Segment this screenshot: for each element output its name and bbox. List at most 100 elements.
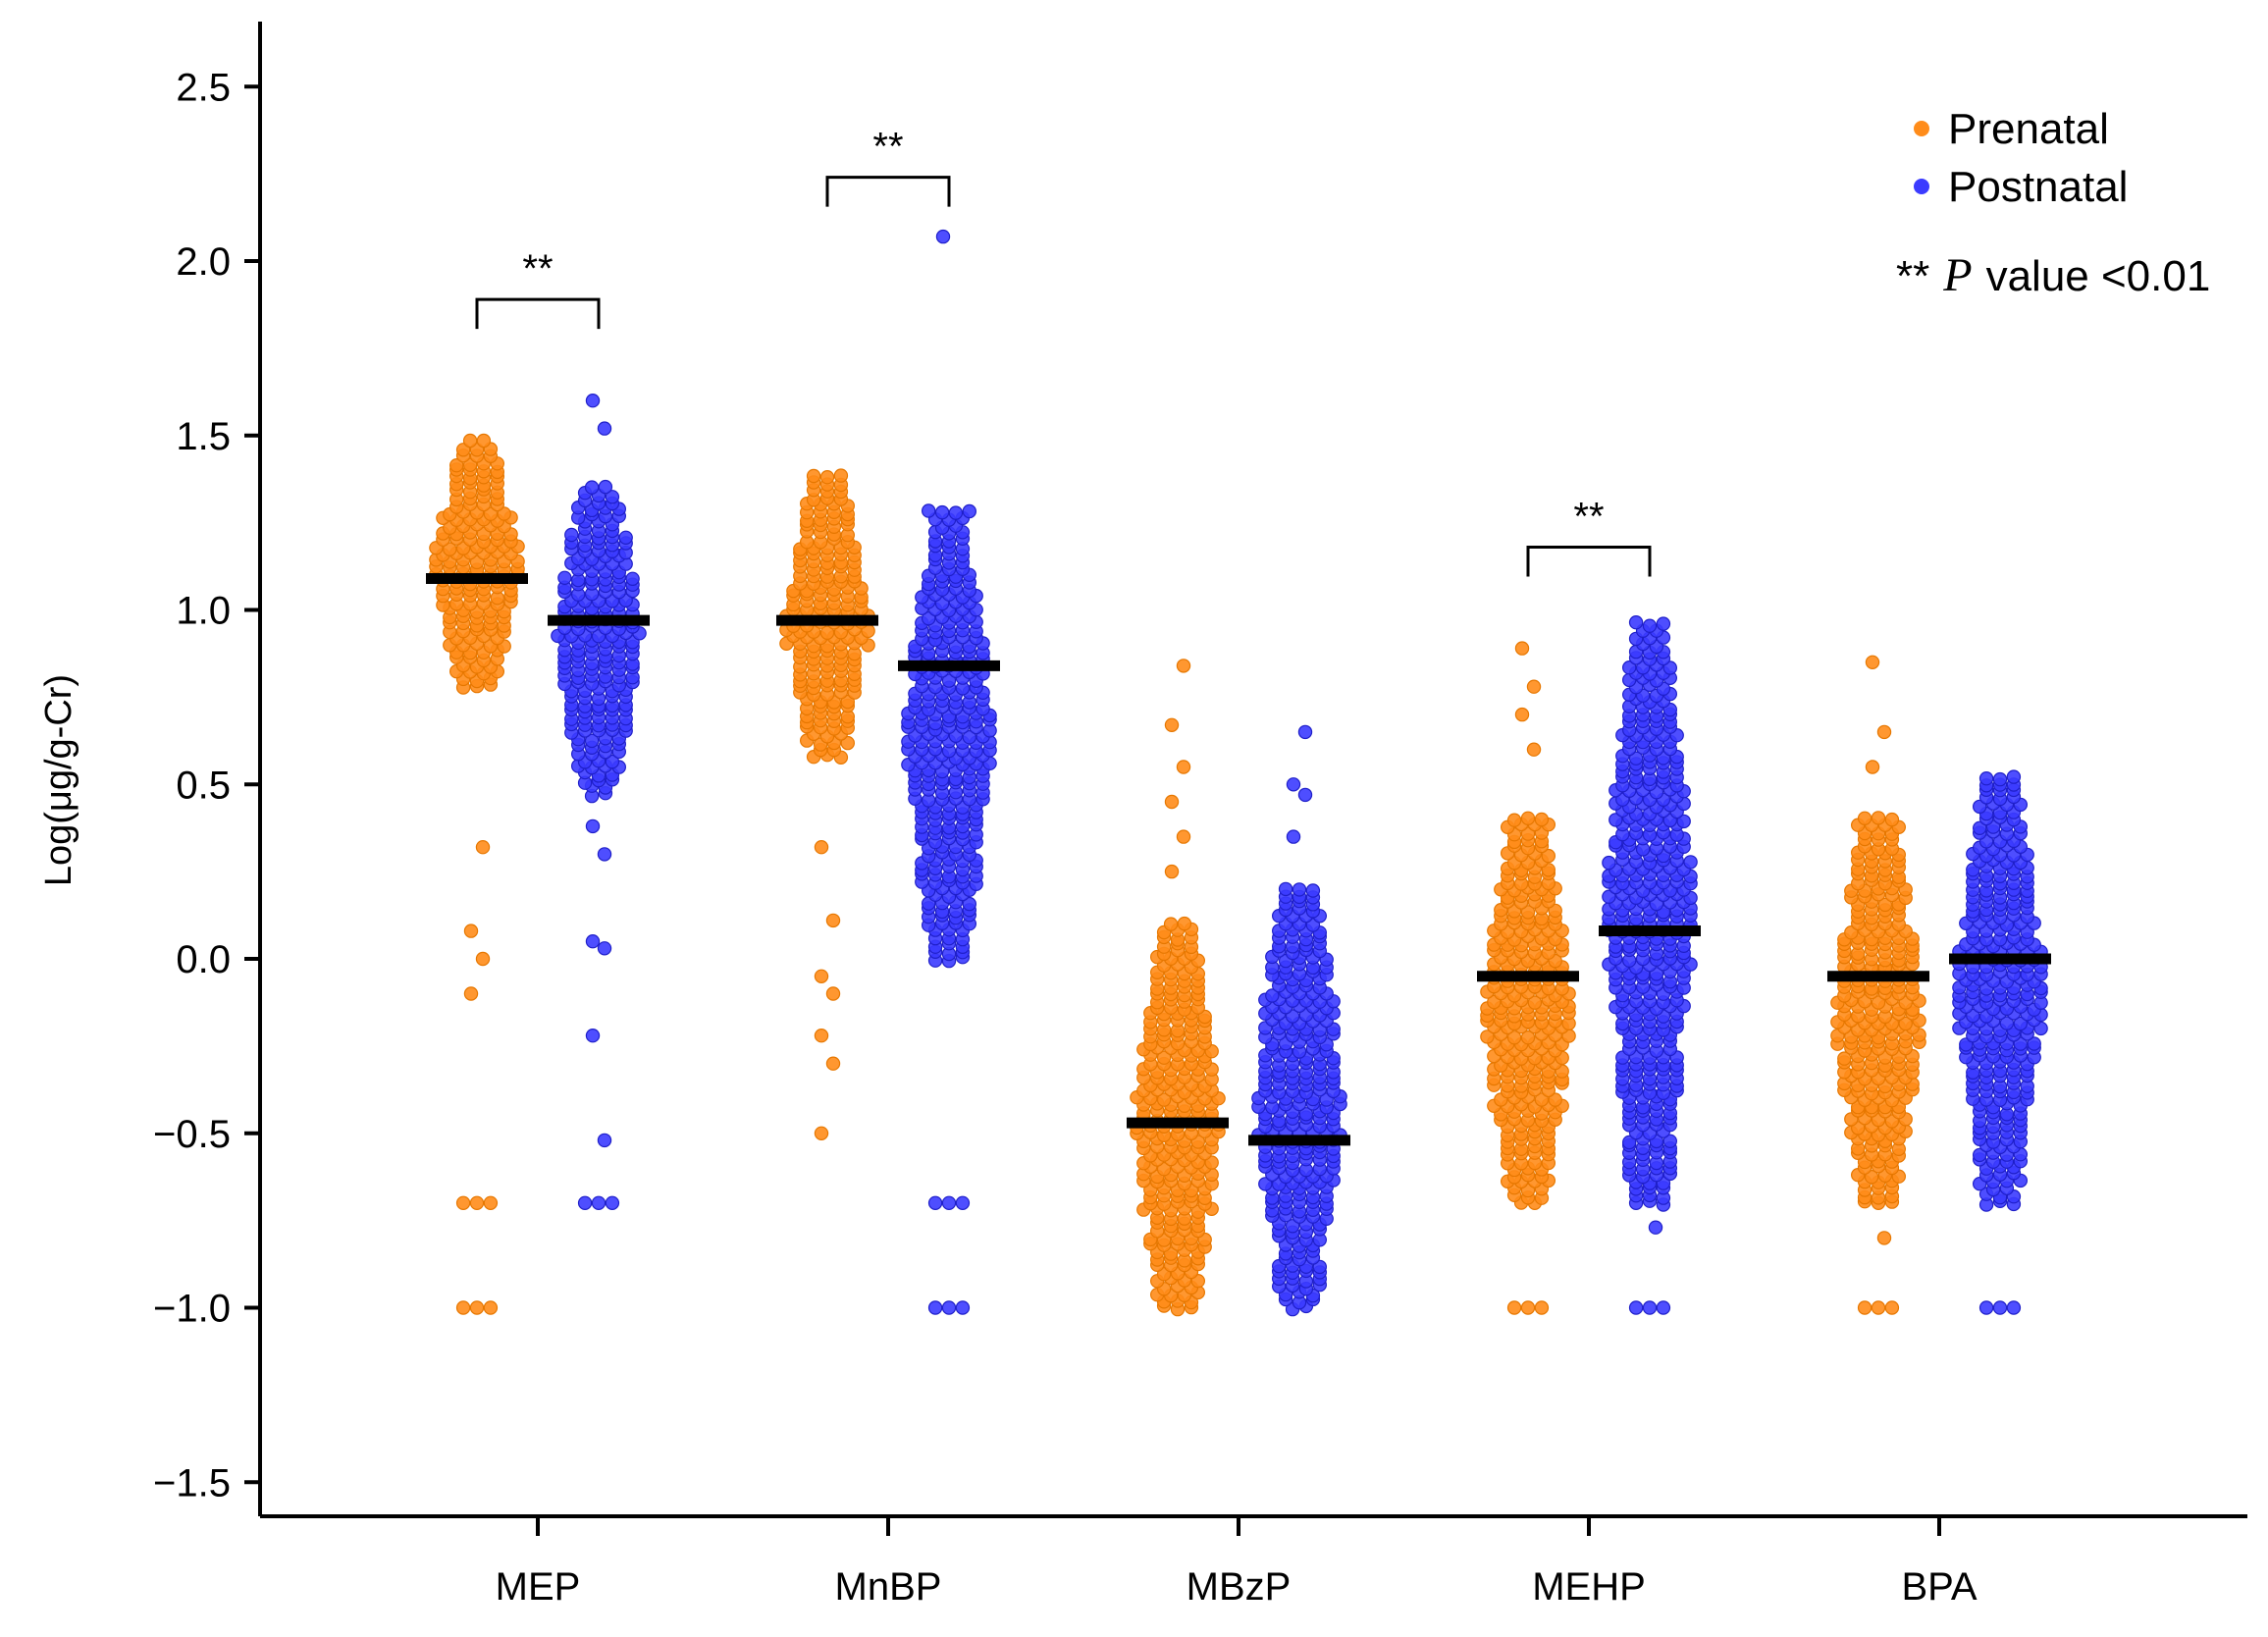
data-point-outlier xyxy=(955,1195,971,1211)
data-point xyxy=(584,480,600,495)
data-point-outlier xyxy=(597,1133,612,1148)
data-point xyxy=(443,542,457,556)
data-point xyxy=(1548,1092,1562,1107)
data-point-outlier xyxy=(1520,1300,1536,1315)
y-tick-label: −0.5 xyxy=(153,1113,231,1156)
data-point xyxy=(476,433,492,449)
data-point-outlier xyxy=(935,229,951,244)
x-tick-label-mehp: MEHP xyxy=(1532,1565,1646,1609)
y-tick-label: 1.0 xyxy=(176,590,231,633)
data-point-outlier xyxy=(814,1028,829,1043)
data-point xyxy=(1837,1051,1852,1066)
data-point xyxy=(948,505,964,520)
data-point-outlier xyxy=(1514,707,1530,722)
data-point xyxy=(1628,615,1644,630)
data-points xyxy=(429,229,2048,1317)
data-point xyxy=(840,735,856,751)
data-point xyxy=(1642,618,1658,633)
median-markers xyxy=(426,573,2051,1146)
data-point xyxy=(2006,769,2022,784)
data-point xyxy=(1602,855,1616,871)
data-point xyxy=(1156,1161,1172,1177)
data-point xyxy=(1541,848,1556,864)
legend: Prenatal Postnatal ** P value <0.01 xyxy=(1896,105,2210,301)
data-point xyxy=(819,625,835,641)
data-point xyxy=(1285,1219,1300,1234)
legend-label-prenatal: Prenatal xyxy=(1948,105,2109,153)
data-point-outlier xyxy=(1978,1300,1994,1315)
data-point-outlier xyxy=(1286,829,1301,844)
data-point xyxy=(1292,882,1307,897)
data-point-outlier xyxy=(1865,760,1880,774)
data-point xyxy=(1506,813,1522,827)
data-point xyxy=(1298,1107,1314,1122)
legend-marker-postnatal xyxy=(1914,179,1929,194)
data-point-outlier xyxy=(469,1300,485,1315)
data-point-outlier xyxy=(955,1300,971,1315)
data-point-outlier xyxy=(1526,679,1542,694)
data-point-outlier xyxy=(941,1300,957,1315)
data-point-outlier xyxy=(455,1195,471,1211)
x-tick-label-mbzp: MBzP xyxy=(1187,1565,1292,1609)
x-tick-label-mnbp: MnBP xyxy=(835,1565,942,1609)
data-point-outlier xyxy=(483,1195,499,1211)
data-point-outlier xyxy=(1506,1300,1522,1315)
data-point xyxy=(1877,897,1893,913)
data-point xyxy=(1520,905,1536,920)
data-point-outlier xyxy=(1526,742,1542,757)
data-point xyxy=(625,571,640,587)
data-point-outlier xyxy=(463,986,479,1001)
data-point xyxy=(1683,855,1698,870)
data-point xyxy=(962,503,977,519)
data-point-outlier xyxy=(469,1195,485,1211)
data-point-outlier xyxy=(1642,1300,1658,1315)
data-point xyxy=(1992,771,2008,787)
significance-annotations: ** ** ** xyxy=(475,126,1652,577)
significance-label-mep: ** xyxy=(522,247,553,290)
significance-bracket-mep xyxy=(475,297,601,330)
data-point-outlier xyxy=(455,1300,471,1315)
significance-label-mehp: ** xyxy=(1573,496,1604,539)
data-point-outlier xyxy=(1865,655,1880,670)
data-point-outlier xyxy=(1871,1300,1886,1315)
data-point-outlier xyxy=(577,1195,593,1211)
data-point-outlier xyxy=(2006,1300,2022,1315)
data-point-outlier xyxy=(1164,717,1180,733)
y-tick-label: 0.0 xyxy=(176,938,231,981)
data-point xyxy=(1898,1016,1913,1031)
data-point-outlier xyxy=(1164,794,1180,810)
data-point xyxy=(922,503,936,518)
data-point xyxy=(462,433,478,449)
data-point xyxy=(1278,881,1293,897)
data-point xyxy=(1156,1092,1172,1107)
data-point-outlier xyxy=(814,969,829,984)
data-point-outlier xyxy=(1164,864,1180,879)
significance-bracket-mnbp xyxy=(825,176,951,207)
data-point xyxy=(1156,1050,1172,1065)
data-point xyxy=(941,673,957,688)
y-tick-label: −1.5 xyxy=(153,1461,231,1505)
data-point xyxy=(1480,1030,1495,1044)
y-tick-label: 2.5 xyxy=(176,66,231,109)
legend-note-stars: ** xyxy=(1896,252,1929,300)
data-point xyxy=(1871,995,1886,1010)
y-axis: −1.5 −1.0 −0.5 0.0 0.5 1.0 1.5 2.0 2.5 xyxy=(153,22,262,1516)
data-point-outlier xyxy=(1876,1231,1892,1245)
y-tick-label: −1.0 xyxy=(153,1288,231,1331)
y-tick-label: 2.0 xyxy=(176,240,231,284)
data-point xyxy=(605,490,620,504)
data-point xyxy=(1520,1030,1536,1045)
data-point xyxy=(962,896,977,912)
data-point xyxy=(833,468,849,483)
data-point xyxy=(962,730,977,745)
data-point xyxy=(819,470,835,485)
legend-significance-note: ** P value <0.01 xyxy=(1896,249,2210,301)
data-point-outlier xyxy=(941,1195,957,1211)
data-point-outlier xyxy=(814,1126,829,1141)
legend-note-p: P xyxy=(1942,249,1972,301)
data-point-outlier xyxy=(1628,1300,1644,1315)
data-point xyxy=(1864,1169,1879,1185)
data-point-outlier xyxy=(1514,641,1530,656)
data-point xyxy=(483,506,499,521)
